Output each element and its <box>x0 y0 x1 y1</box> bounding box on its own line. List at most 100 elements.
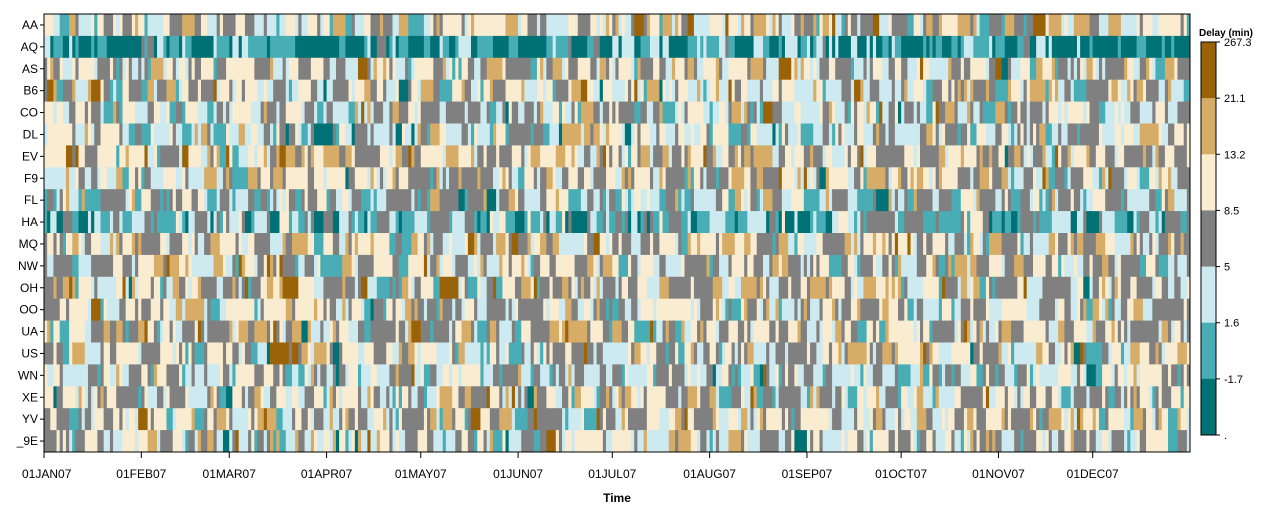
heatmap-cell <box>138 254 142 278</box>
heatmap-cell <box>1164 233 1169 256</box>
heatmap-cell <box>458 79 462 102</box>
heatmap-cell <box>693 14 698 37</box>
heatmap-cell <box>376 233 381 256</box>
heatmap-cell <box>741 189 745 212</box>
heatmap-cell <box>285 35 290 59</box>
heatmap-cell <box>722 298 726 321</box>
heatmap-cell <box>128 145 133 168</box>
heatmap-cell <box>558 123 563 146</box>
heatmap-cell <box>565 167 569 190</box>
heatmap-cell <box>351 233 356 256</box>
heatmap-cell <box>222 14 227 37</box>
heatmap-cell <box>389 145 393 168</box>
heatmap-cell <box>119 57 123 81</box>
heatmap-cell <box>624 123 629 146</box>
heatmap-cell <box>279 101 284 124</box>
heatmap-cell <box>627 123 632 146</box>
heatmap-cell <box>59 167 64 190</box>
heatmap-cell <box>985 233 990 256</box>
heatmap-cell <box>442 189 447 212</box>
heatmap-cell <box>373 79 378 102</box>
heatmap-cell <box>464 211 469 234</box>
heatmap-cell <box>480 233 484 256</box>
heatmap-cell <box>160 35 164 59</box>
heatmap-cell <box>166 298 170 321</box>
heatmap-cell <box>257 14 262 37</box>
heatmap-cell <box>747 211 751 234</box>
heatmap-cell <box>618 276 623 300</box>
heatmap-cell <box>505 123 510 146</box>
heatmap-cell <box>671 123 676 146</box>
heatmap-cell <box>200 211 205 234</box>
heatmap-cell <box>1080 35 1084 59</box>
heatmap-cell <box>929 79 933 102</box>
heatmap-cell <box>361 145 365 168</box>
heatmap-cell <box>653 14 657 37</box>
heatmap-cell <box>307 79 312 102</box>
heatmap-cell <box>989 254 993 278</box>
heatmap-cell <box>954 189 959 212</box>
heatmap-cell <box>1120 233 1125 256</box>
heatmap-cell <box>1095 79 1100 102</box>
heatmap-cell <box>898 189 902 212</box>
heatmap-cell <box>957 35 962 59</box>
heatmap-cell <box>668 14 673 37</box>
heatmap-cell <box>514 79 519 102</box>
heatmap-cell <box>417 233 422 256</box>
heatmap-cell <box>1127 14 1131 37</box>
heatmap-cell <box>420 101 425 124</box>
heatmap-cell <box>888 57 893 81</box>
heatmap-cell <box>844 35 849 59</box>
heatmap-cell <box>533 167 538 190</box>
heatmap-cell <box>335 145 340 168</box>
heatmap-cell <box>681 298 685 321</box>
heatmap-cell <box>913 101 918 124</box>
heatmap-cell <box>492 79 497 102</box>
heatmap-cell <box>511 14 516 37</box>
heatmap-cell <box>304 254 309 278</box>
heatmap-cell <box>756 101 761 124</box>
heatmap-cell <box>251 298 255 321</box>
heatmap-cell <box>1158 79 1163 102</box>
heatmap-cell <box>935 254 940 278</box>
heatmap-cell <box>832 57 836 81</box>
heatmap-cell <box>671 101 676 124</box>
heatmap-cell <box>213 276 218 300</box>
heatmap-cell <box>1061 276 1065 300</box>
heatmap-cell <box>681 101 685 124</box>
heatmap-cell <box>452 211 456 234</box>
heatmap-cell <box>1146 101 1150 124</box>
heatmap-cell <box>979 35 984 59</box>
heatmap-cell <box>973 167 977 190</box>
heatmap-cell <box>169 254 174 278</box>
heatmap-cell <box>370 57 375 81</box>
heatmap-cell <box>351 276 356 300</box>
heatmap-cell <box>81 189 86 212</box>
heatmap-cell <box>954 123 959 146</box>
heatmap-cell <box>109 14 114 37</box>
heatmap-cell <box>1098 189 1103 212</box>
heatmap-cell <box>376 57 381 81</box>
heatmap-cell <box>354 298 359 321</box>
heatmap-cell <box>248 35 252 59</box>
heatmap-cell <box>973 145 977 168</box>
heatmap-cell <box>1139 211 1144 234</box>
heatmap-cell <box>511 211 516 234</box>
heatmap-cell <box>907 254 911 278</box>
heatmap-cell <box>976 276 981 300</box>
heatmap-cell <box>1064 57 1068 81</box>
heatmap-cell <box>524 79 528 102</box>
heatmap-cell <box>59 14 64 37</box>
heatmap-cell <box>1117 211 1122 234</box>
heatmap-cell <box>248 254 252 278</box>
heatmap-cell <box>596 145 601 168</box>
heatmap-cell <box>1139 57 1144 81</box>
heatmap-cell <box>671 79 676 102</box>
heatmap-cell <box>163 211 167 234</box>
heatmap-cell <box>910 79 915 102</box>
heatmap-cell <box>263 145 268 168</box>
heatmap-cell <box>376 35 381 59</box>
heatmap-cell <box>941 167 946 190</box>
heatmap-cell <box>109 145 114 168</box>
heatmap-cell <box>260 211 265 234</box>
